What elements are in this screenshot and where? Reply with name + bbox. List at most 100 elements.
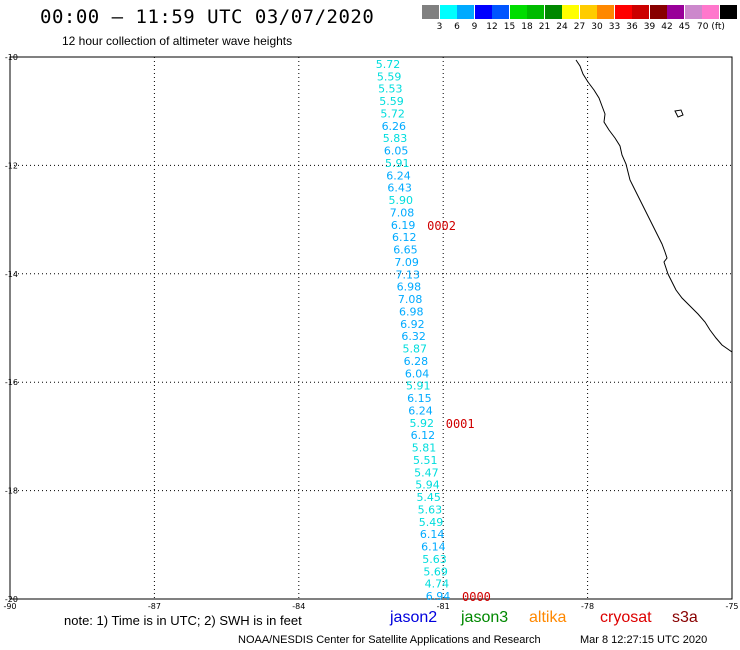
- island: [674, 109, 684, 118]
- swh-label: 6.92: [400, 318, 425, 331]
- scale-swatch: [474, 5, 492, 19]
- scale-swatch: [509, 5, 527, 19]
- scale-label: 3: [436, 22, 443, 32]
- swh-label: 6.19: [391, 219, 416, 232]
- swh-label: 6.94: [426, 590, 451, 603]
- swh-label: 6.12: [392, 231, 417, 244]
- swh-label: 6.24: [386, 169, 411, 182]
- scale-swatch: [457, 5, 474, 19]
- map-subtitle: 12 hour collection of altimeter wave hei…: [62, 34, 293, 48]
- pass-time-label: 0001: [446, 417, 475, 431]
- lat-tick-label: -12: [5, 161, 18, 170]
- swh-label: 5.63: [422, 553, 447, 566]
- latitude-labels: -10 -12 -14 -16 -18 -20: [5, 53, 18, 604]
- scale-swatch: [562, 5, 579, 19]
- scale-swatch: [579, 5, 597, 19]
- scale-swatch: [439, 5, 457, 19]
- scale-swatch: [544, 5, 562, 19]
- lon-tick-label: -84: [292, 602, 305, 611]
- scale-label: 24: [556, 22, 568, 32]
- map-frame: [9, 56, 733, 600]
- swh-label: 5.83: [383, 132, 408, 145]
- swh-label: 6.43: [387, 182, 412, 195]
- swh-label: 6.26: [382, 120, 407, 133]
- scale-swatch: [649, 5, 667, 19]
- swh-label: 5.90: [389, 194, 414, 207]
- swh-label: 5.59: [377, 70, 402, 83]
- swh-label: 5.91: [406, 380, 431, 393]
- swh-label: 6.28: [404, 355, 429, 368]
- note-text: note: 1) Time is in UTC; 2) SWH is in fe…: [64, 613, 302, 628]
- scale-label: 18: [521, 22, 533, 32]
- scale-swatch: [719, 5, 737, 19]
- legend-s3a: s3a: [672, 609, 698, 626]
- lat-tick-label: -14: [5, 270, 18, 279]
- lat-tick-label: -20: [5, 595, 18, 604]
- swh-label: 5.69: [423, 565, 448, 578]
- swh-label: 5.53: [378, 83, 403, 96]
- lon-tick-label: -75: [725, 602, 738, 611]
- scale-swatch: [422, 5, 439, 19]
- swh-label: 6.04: [405, 367, 430, 380]
- lat-tick-label: -16: [5, 378, 18, 387]
- swh-label: 6.65: [393, 244, 418, 257]
- swh-label: 5.81: [412, 442, 437, 455]
- swh-labels: 5.725.595.535.595.726.265.836.055.916.24…: [376, 58, 451, 603]
- longitude-labels: -90 -87 -84 -81 -78 -75: [3, 602, 738, 611]
- swh-label: 5.92: [409, 417, 434, 430]
- scale-label: 30: [591, 22, 603, 32]
- swh-label: 5.91: [385, 157, 410, 170]
- swh-label: 6.05: [384, 145, 409, 158]
- scale-label: 70 (ft): [697, 22, 725, 32]
- swh-label: 5.49: [419, 516, 444, 529]
- map-title: 00:00 – 11:59 UTC 03/07/2020: [40, 6, 375, 28]
- coastline: [575, 59, 733, 353]
- swh-label: 5.94: [415, 479, 440, 492]
- scale-label: 21: [538, 22, 551, 32]
- pass-labels: 0002 0001 0000: [427, 219, 491, 604]
- map-gridlines: [10, 57, 732, 599]
- swh-label: 5.72: [380, 107, 405, 120]
- swh-label: 6.12: [411, 429, 436, 442]
- pass-time-label: 0002: [427, 219, 456, 233]
- swh-label: 5.51: [413, 454, 438, 467]
- swh-label: 5.59: [379, 95, 404, 108]
- swh-label: 5.72: [376, 58, 401, 71]
- swh-label: 7.13: [396, 268, 421, 281]
- swh-label: 5.87: [402, 343, 427, 356]
- scale-label: 42: [661, 22, 673, 32]
- scale-swatch: [492, 5, 509, 19]
- swh-label: 6.14: [421, 541, 446, 554]
- scale-label: 33: [608, 22, 621, 32]
- footer-credit: NOAA/NESDIS Center for Satellite Applica…: [238, 634, 541, 646]
- swh-label: 6.98: [399, 305, 424, 318]
- scale-swatch: [684, 5, 702, 19]
- lon-tick-label: -90: [3, 602, 16, 611]
- scale-label: 15: [503, 22, 516, 32]
- scale-label: 39: [643, 22, 656, 32]
- swh-label: 6.24: [408, 404, 433, 417]
- swh-label: 7.08: [390, 206, 415, 219]
- scale-label: 36: [626, 22, 638, 32]
- swh-label: 6.15: [407, 392, 432, 405]
- legend-altika: altika: [529, 609, 567, 626]
- scale-label: 12: [486, 22, 498, 32]
- scale-swatch: [632, 5, 649, 19]
- scale-swatch: [702, 5, 719, 19]
- scale-label: 45: [678, 22, 691, 32]
- swh-label: 7.09: [394, 256, 419, 269]
- swh-label: 5.45: [416, 491, 441, 504]
- lon-tick-label: -78: [581, 602, 594, 611]
- pass-time-label: 0000: [462, 590, 491, 604]
- lat-tick-label: -18: [5, 487, 18, 496]
- swh-label: 6.98: [397, 281, 422, 294]
- scale-swatch: [667, 5, 684, 19]
- swh-label: 7.08: [398, 293, 423, 306]
- swh-label: 4.74: [425, 578, 450, 591]
- legend-jason2: jason2: [390, 609, 438, 626]
- swh-label: 5.47: [414, 466, 439, 479]
- footer-timestamp: Mar 8 12:27:15 UTC 2020: [580, 634, 708, 646]
- swh-label: 5.63: [418, 503, 443, 516]
- swh-label: 6.32: [401, 330, 426, 343]
